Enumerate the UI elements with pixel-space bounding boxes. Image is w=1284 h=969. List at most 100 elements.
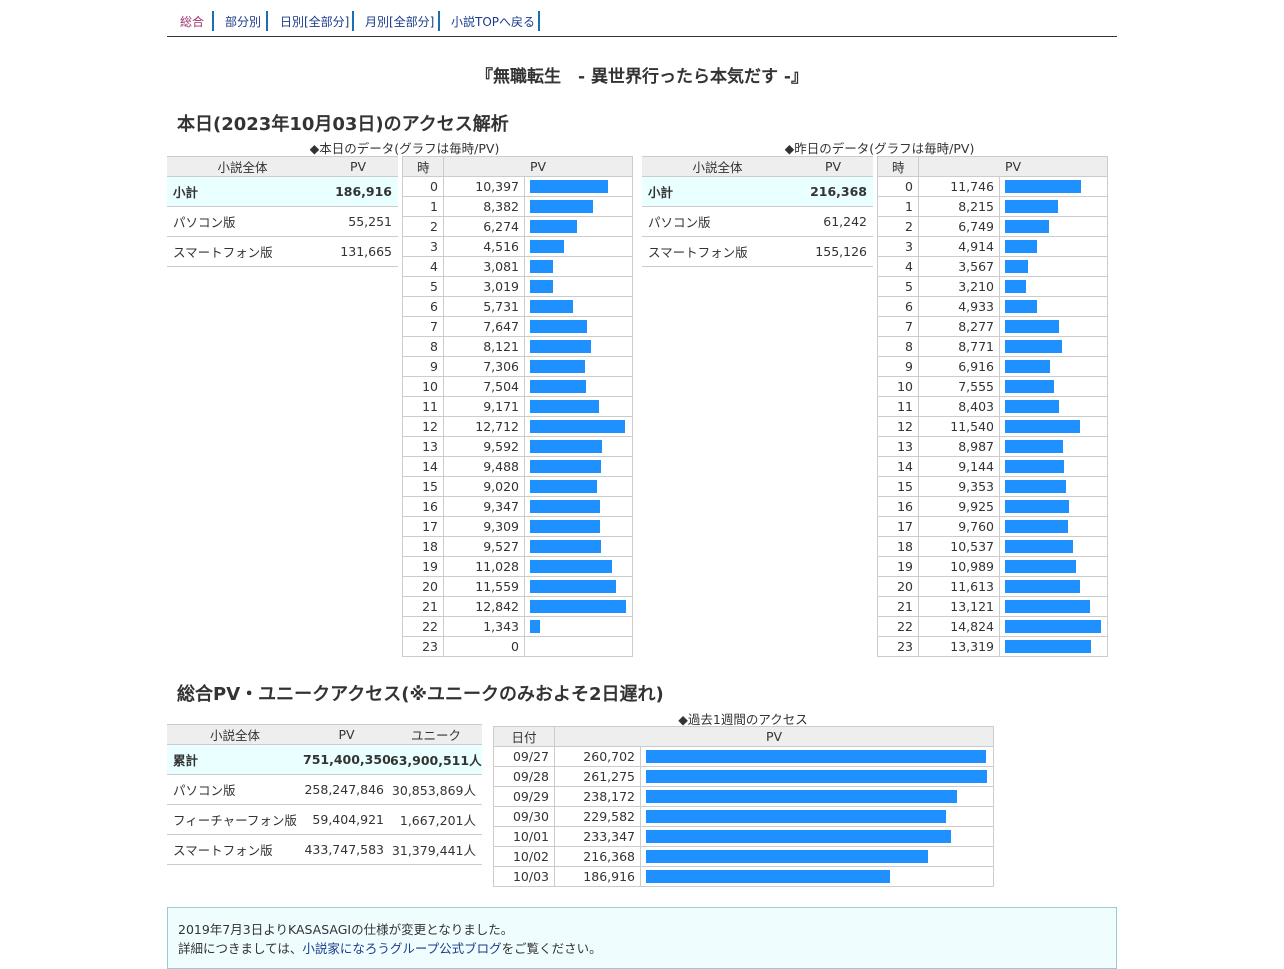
nav-separator [438, 11, 440, 31]
table-row: 11 9,171 [402, 396, 633, 417]
table-row: 1 8,215 [877, 196, 1108, 217]
bar-cell [524, 536, 633, 557]
table-row: 8 8,771 [877, 336, 1108, 357]
bar-cell [999, 536, 1108, 557]
bar [530, 320, 587, 333]
table-row: 19 10,989 [877, 556, 1108, 577]
today-heading: 本日(2023年10月03日)のアクセス解析 [177, 114, 509, 135]
bar-cell [999, 596, 1108, 617]
category-label: 19 [402, 556, 444, 577]
value-label: 7,555 [918, 376, 1000, 397]
category-label: 22 [877, 616, 919, 637]
bar-cell [999, 176, 1108, 197]
bar-cell [524, 336, 633, 357]
bar-cell [524, 236, 633, 257]
bar [1005, 500, 1069, 513]
bar [530, 240, 564, 253]
table-row: 5 3,019 [402, 276, 633, 297]
value-label: 260,702 [554, 746, 641, 767]
row-label: 小計 [642, 176, 793, 207]
row-pv: 751,400,350 [303, 744, 390, 775]
category-label: 0 [402, 176, 444, 197]
nav-overall[interactable]: 総合 [180, 15, 205, 29]
value-label: 233,347 [554, 826, 641, 847]
table-row: 2 6,274 [402, 216, 633, 237]
value-label: 9,527 [443, 536, 525, 557]
category-label: 22 [402, 616, 444, 637]
bar-cell [640, 826, 994, 847]
value-label: 12,712 [443, 416, 525, 437]
table-row: 11 8,403 [877, 396, 1108, 417]
bar-cell [999, 336, 1108, 357]
today-caption: ◆本日のデータ(グラフは毎時/PV) [309, 141, 500, 156]
table-row: 23 0 [402, 636, 633, 657]
category-label: 9 [402, 356, 444, 377]
bar [530, 340, 591, 353]
value-label: 6,916 [918, 356, 1000, 377]
category-label: 2 [402, 216, 444, 237]
bar-cell [524, 376, 633, 397]
bar-cell [524, 216, 633, 237]
row-pv: 258,247,846 [303, 774, 390, 805]
value-label: 11,746 [918, 176, 1000, 197]
value-label: 9,760 [918, 516, 1000, 537]
category-label: 4 [402, 256, 444, 277]
nav-monthly[interactable]: 月別[全部分] [365, 15, 435, 29]
table-row: 5 3,210 [877, 276, 1108, 297]
bar-cell [524, 556, 633, 577]
value-label: 186,916 [554, 866, 641, 887]
category-label: 09/28 [493, 766, 555, 787]
bar [646, 810, 946, 823]
table-row: 10/01 233,347 [493, 826, 994, 847]
bar [1005, 320, 1059, 333]
category-label: 20 [877, 576, 919, 597]
value-label: 261,275 [554, 766, 641, 787]
bar-cell [999, 376, 1108, 397]
row-unique: 1,667,201人 [390, 804, 482, 835]
value-label: 8,215 [918, 196, 1000, 217]
value-label: 0 [443, 636, 525, 657]
category-label: 10/01 [493, 826, 555, 847]
bar [530, 380, 586, 393]
nav-by-part[interactable]: 部分別 [225, 15, 262, 29]
nav-separator [266, 11, 268, 31]
table-row: 10 7,555 [877, 376, 1108, 397]
category-label: 14 [402, 456, 444, 477]
official-blog-link[interactable]: 小説家になろうグループ公式ブログ [302, 941, 502, 956]
value-label: 8,987 [918, 436, 1000, 457]
category-label: 2 [877, 216, 919, 237]
table-row: 8 8,121 [402, 336, 633, 357]
bar-cell [999, 216, 1108, 237]
value-label: 9,353 [918, 476, 1000, 497]
bar [530, 300, 573, 313]
category-label: 15 [877, 476, 919, 497]
col-header: PV [793, 156, 873, 177]
category-label: 11 [877, 396, 919, 417]
bar-cell [524, 476, 633, 497]
table-row: 10/03 186,916 [493, 866, 994, 887]
value-label: 1,343 [443, 616, 525, 637]
category-label: 12 [877, 416, 919, 437]
value-label: 11,540 [918, 416, 1000, 437]
table-row: 0 10,397 [402, 176, 633, 197]
nav-novel-top[interactable]: 小説TOPへ戻る [451, 15, 536, 29]
bar-cell [524, 196, 633, 217]
bar-cell [524, 276, 633, 297]
value-label: 9,592 [443, 436, 525, 457]
bar [1005, 380, 1054, 393]
bar-cell [524, 176, 633, 197]
bar [1005, 340, 1062, 353]
value-label: 7,306 [443, 356, 525, 377]
col-header: PV [443, 156, 633, 177]
bar-cell [640, 766, 994, 787]
col-header: ユニーク [390, 724, 482, 745]
row-value: 55,251 [318, 206, 398, 237]
yesterday-caption: ◆昨日のデータ(グラフは毎時/PV) [784, 141, 975, 156]
bar [1005, 560, 1076, 573]
nav-daily[interactable]: 日別[全部分] [280, 15, 350, 29]
bar-cell [999, 296, 1108, 317]
bar [646, 850, 928, 863]
table-row: 14 9,488 [402, 456, 633, 477]
table-row: 4 3,081 [402, 256, 633, 277]
category-label: 10 [402, 376, 444, 397]
